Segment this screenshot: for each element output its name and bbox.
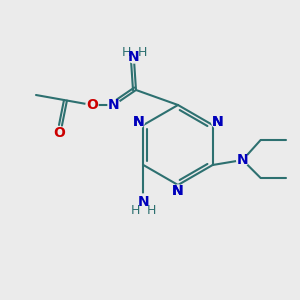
Text: H: H: [121, 46, 131, 59]
Text: N: N: [108, 98, 120, 112]
Text: N: N: [212, 115, 224, 129]
Text: N: N: [172, 184, 184, 198]
Text: H: H: [131, 203, 140, 217]
Text: O: O: [86, 98, 98, 112]
Circle shape: [137, 194, 149, 206]
Text: H: H: [147, 203, 156, 217]
Circle shape: [53, 127, 65, 139]
Circle shape: [237, 154, 249, 166]
Text: N: N: [133, 115, 144, 129]
Text: N: N: [133, 115, 144, 129]
Circle shape: [108, 99, 120, 111]
Text: N: N: [172, 184, 184, 198]
Circle shape: [172, 185, 184, 197]
Text: N: N: [237, 153, 248, 167]
Text: N: N: [128, 50, 140, 64]
Text: O: O: [53, 126, 65, 140]
Text: N: N: [212, 115, 224, 129]
Text: N: N: [137, 195, 149, 209]
Circle shape: [128, 51, 140, 63]
Circle shape: [212, 116, 224, 128]
Circle shape: [132, 116, 144, 128]
Circle shape: [86, 99, 98, 111]
Text: H: H: [137, 46, 147, 59]
